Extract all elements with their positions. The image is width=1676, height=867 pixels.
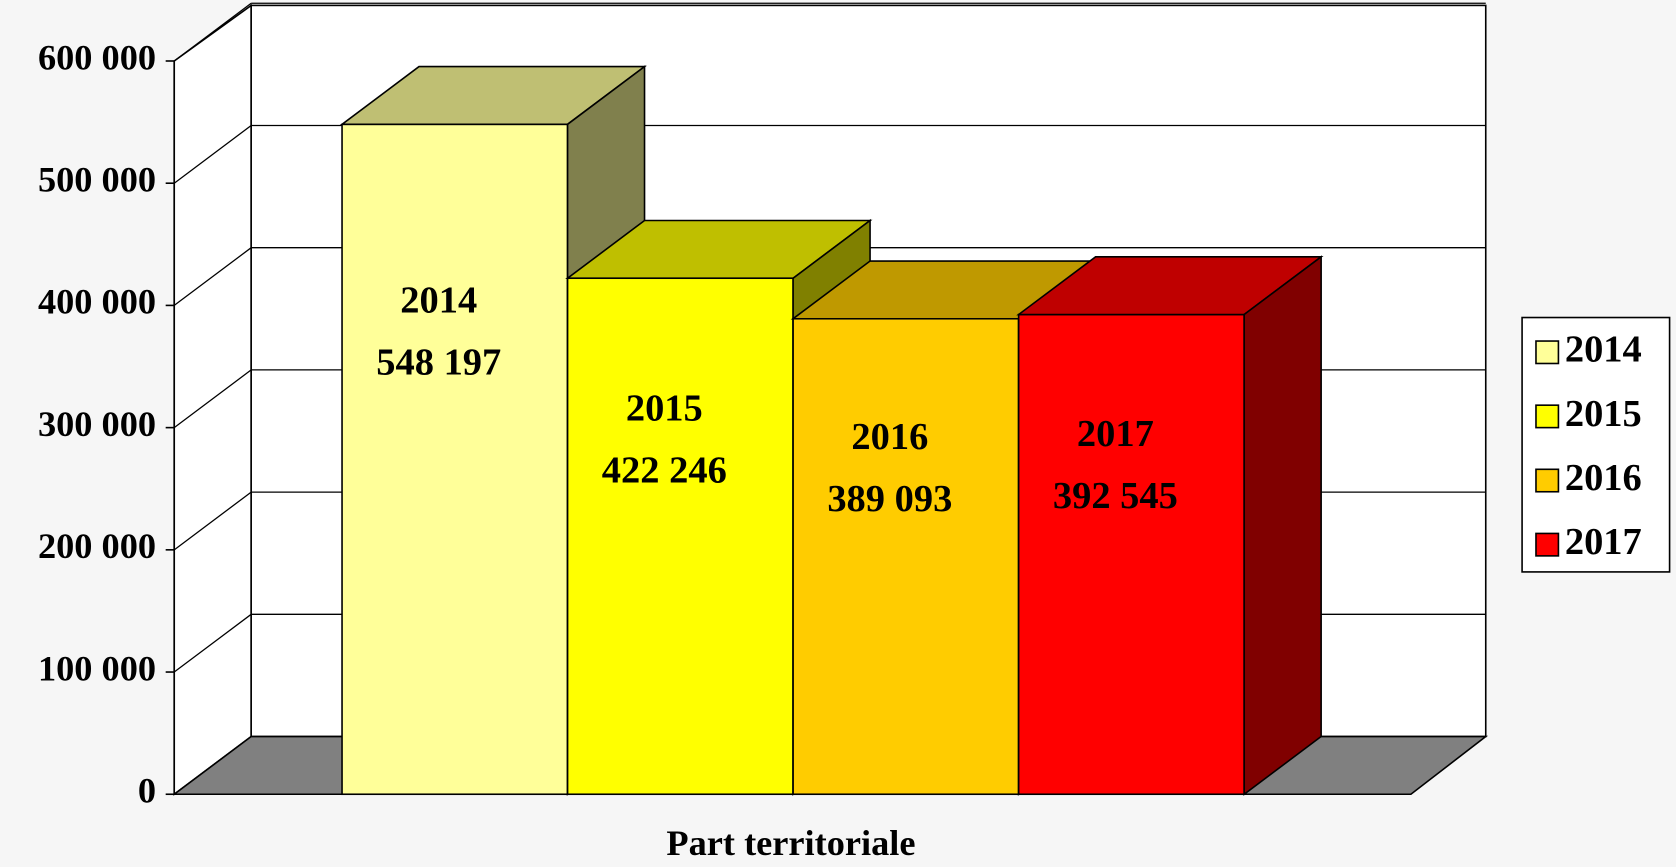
legend-swatch [1535, 532, 1560, 557]
y-tick-label: 0 [138, 771, 156, 811]
y-tick-label: 300 000 [38, 404, 156, 444]
data-label-series: 2015 [626, 387, 703, 429]
data-label-series: 2017 [1077, 413, 1154, 455]
bar-front [1017, 313, 1245, 796]
legend-label: 2015 [1565, 393, 1642, 435]
y-tick-label: 400 000 [38, 282, 156, 322]
data-label: 548 197 [376, 342, 501, 384]
data-label: 389 093 [827, 478, 952, 520]
data-label-series: 2016 [851, 416, 928, 458]
data-label-series: 2014 [400, 280, 477, 322]
legend-label: 2016 [1565, 457, 1642, 499]
y-tick-label: 500 000 [38, 160, 156, 200]
y-tick-label: 200 000 [38, 526, 156, 566]
y-tick-label: 100 000 [38, 648, 156, 688]
data-label: 392 545 [1053, 475, 1178, 517]
grid-line [173, 247, 252, 306]
grid-line [173, 2, 252, 62]
grid-line [173, 369, 252, 429]
bar-front [341, 123, 569, 796]
grid-line [173, 613, 252, 673]
legend-swatch [1535, 404, 1560, 429]
legend-label: 2014 [1565, 329, 1642, 371]
grid-line [173, 124, 252, 184]
data-label: 422 246 [602, 449, 727, 491]
x-axis-label: Part territoriale [666, 823, 915, 863]
bar-side [1243, 255, 1322, 796]
grid-line [173, 491, 252, 551]
bar-front [792, 317, 1020, 796]
bar-front [566, 277, 794, 796]
legend-label: 2017 [1565, 521, 1642, 563]
y-tick-label: 600 000 [38, 37, 156, 77]
legend-swatch [1535, 468, 1560, 493]
side-wall [173, 3, 252, 796]
legend-swatch [1535, 340, 1560, 365]
